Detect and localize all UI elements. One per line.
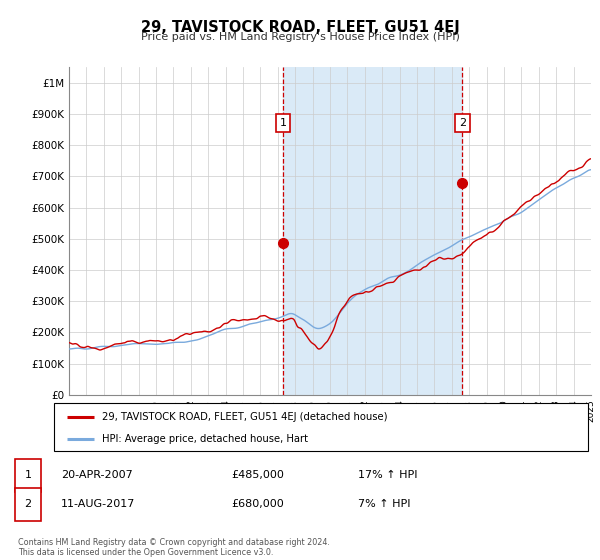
Text: 1: 1 — [25, 470, 31, 480]
Text: 17% ↑ HPI: 17% ↑ HPI — [358, 470, 417, 480]
Bar — [283, 67, 462, 395]
Text: 2: 2 — [24, 499, 31, 509]
Text: Contains HM Land Registry data © Crown copyright and database right 2024.
This d: Contains HM Land Registry data © Crown c… — [18, 538, 330, 557]
Text: 29, TAVISTOCK ROAD, FLEET, GU51 4EJ: 29, TAVISTOCK ROAD, FLEET, GU51 4EJ — [140, 20, 460, 35]
Text: Price paid vs. HM Land Registry's House Price Index (HPI): Price paid vs. HM Land Registry's House … — [140, 32, 460, 42]
Text: 20-APR-2007: 20-APR-2007 — [61, 470, 133, 480]
Text: £485,000: £485,000 — [231, 470, 284, 480]
Text: HPI: Average price, detached house, Hart: HPI: Average price, detached house, Hart — [102, 434, 308, 444]
Text: 2: 2 — [458, 118, 466, 128]
Bar — [15, 459, 41, 492]
Text: 11-AUG-2017: 11-AUG-2017 — [61, 499, 136, 509]
Text: 29, TAVISTOCK ROAD, FLEET, GU51 4EJ (detached house): 29, TAVISTOCK ROAD, FLEET, GU51 4EJ (det… — [102, 412, 388, 422]
Text: £680,000: £680,000 — [231, 499, 284, 509]
Text: 7% ↑ HPI: 7% ↑ HPI — [358, 499, 410, 509]
Text: 1: 1 — [280, 118, 287, 128]
Bar — [15, 488, 41, 521]
